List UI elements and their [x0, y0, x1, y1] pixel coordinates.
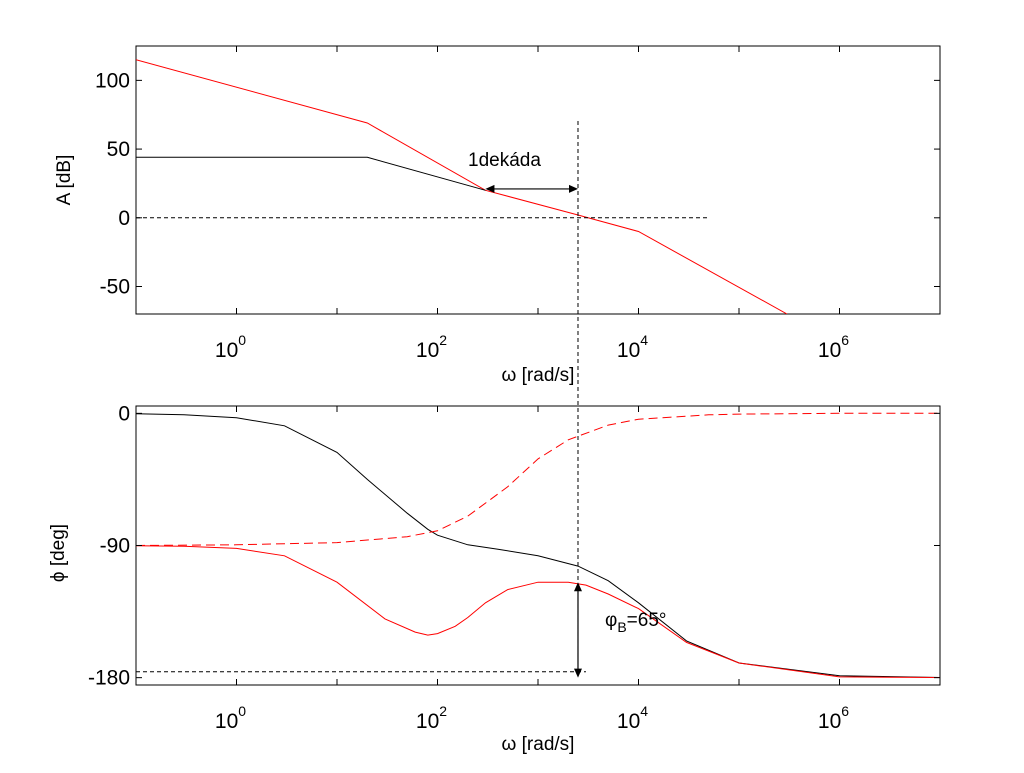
- phase-series-1-line: [136, 413, 940, 678]
- phase-tick-marks: [135, 406, 941, 685]
- magnitude-x-tick-label: 104: [617, 332, 648, 362]
- magnitude-y-tick-label: 100: [95, 69, 130, 92]
- phase-y-tick-labels: 0 -90 -180: [88, 402, 130, 689]
- phase-x-tick-base: 10: [617, 710, 640, 733]
- phase-y-tick-label: -180: [88, 667, 130, 690]
- magnitude-y-tick-labels: 100 50 0 -50: [95, 69, 130, 298]
- magnitude-x-tick-label: 102: [416, 332, 447, 362]
- magnitude-tick-marks: [135, 46, 941, 314]
- magnitude-x-tick-exponent: 4: [640, 332, 648, 348]
- magnitude-y-axis-label: A [dB]: [54, 155, 75, 206]
- phase-x-tick-exponent: 4: [640, 703, 648, 719]
- magnitude-x-tick-exponent: 0: [238, 332, 246, 348]
- magnitude-x-tick-base: 10: [416, 339, 439, 362]
- phase-margin-arrow: [136, 582, 586, 678]
- magnitude-x-tick-base: 10: [818, 339, 841, 362]
- magnitude-x-tick-base: 10: [617, 339, 640, 362]
- phase-x-tick-exponent: 2: [439, 703, 447, 719]
- phase-x-tick-exponent: 6: [841, 703, 849, 719]
- phase-x-tick-label: 102: [416, 703, 447, 733]
- magnitude-plot-frame: [135, 45, 941, 315]
- magnitude-x-tick-exponent: 6: [841, 332, 849, 348]
- phase-x-tick-label: 100: [215, 703, 246, 733]
- phase-y-tick-label: 0: [118, 402, 130, 425]
- magnitude-y-tick-label: 50: [107, 138, 130, 161]
- phase-x-tick-label: 104: [617, 703, 648, 733]
- phase-x-tick-label: 106: [818, 703, 849, 733]
- magnitude-x-tick-label: 106: [818, 332, 849, 362]
- phase-y-tick-label: -90: [100, 535, 130, 558]
- magnitude-x-tick-label: 100: [215, 332, 246, 362]
- phase-x-tick-base: 10: [818, 710, 841, 733]
- decade-annotation: 1dekáda: [468, 150, 541, 171]
- phase-x-tick-base: 10: [416, 710, 439, 733]
- phase-series: [136, 412, 940, 678]
- decade-arrow-head-left: [485, 184, 495, 193]
- phase-x-tick-base: 10: [215, 710, 238, 733]
- phase-x-tick-exponent: 0: [238, 703, 246, 719]
- magnitude-x-tick-base: 10: [215, 339, 238, 362]
- decade-arrow-head-right: [568, 184, 578, 193]
- magnitude-series: [136, 59, 788, 314]
- phase-margin-symbol: φ: [605, 610, 617, 631]
- phase-margin-annotation: φB=65°: [605, 610, 667, 635]
- phase-plot: 100 102 104 106 0-90-180 ω [rad/s] ϕ [deg] …: [48, 402, 941, 755]
- magnitude-x-axis-label: ω [rad/s]: [502, 365, 575, 386]
- phase-margin-arrow-head-down: [573, 668, 582, 678]
- magnitude-series-1-line: [136, 59, 788, 314]
- decade-arrow: [485, 184, 578, 193]
- phase-margin-subscript: B: [617, 619, 626, 635]
- phase-plot-frame: [135, 405, 941, 686]
- phase-x-tick-labels: 100 102 104 106: [215, 703, 849, 733]
- phase-series-3-line: [136, 545, 940, 678]
- magnitude-x-tick-exponent: 2: [439, 332, 447, 348]
- phase-y-axis-label: ϕ [deg]: [48, 524, 69, 582]
- magnitude-y-tick-label: -50: [100, 276, 130, 299]
- phase-x-axis-label: ω [rad/s]: [502, 734, 575, 755]
- magnitude-x-tick-labels: 100 102 104 106: [215, 332, 849, 362]
- phase-margin-value: =65°: [627, 610, 667, 631]
- phase-series-2-line: [136, 412, 940, 546]
- magnitude-series-2-line: [136, 156, 486, 191]
- magnitude-y-tick-label: 0: [118, 207, 130, 230]
